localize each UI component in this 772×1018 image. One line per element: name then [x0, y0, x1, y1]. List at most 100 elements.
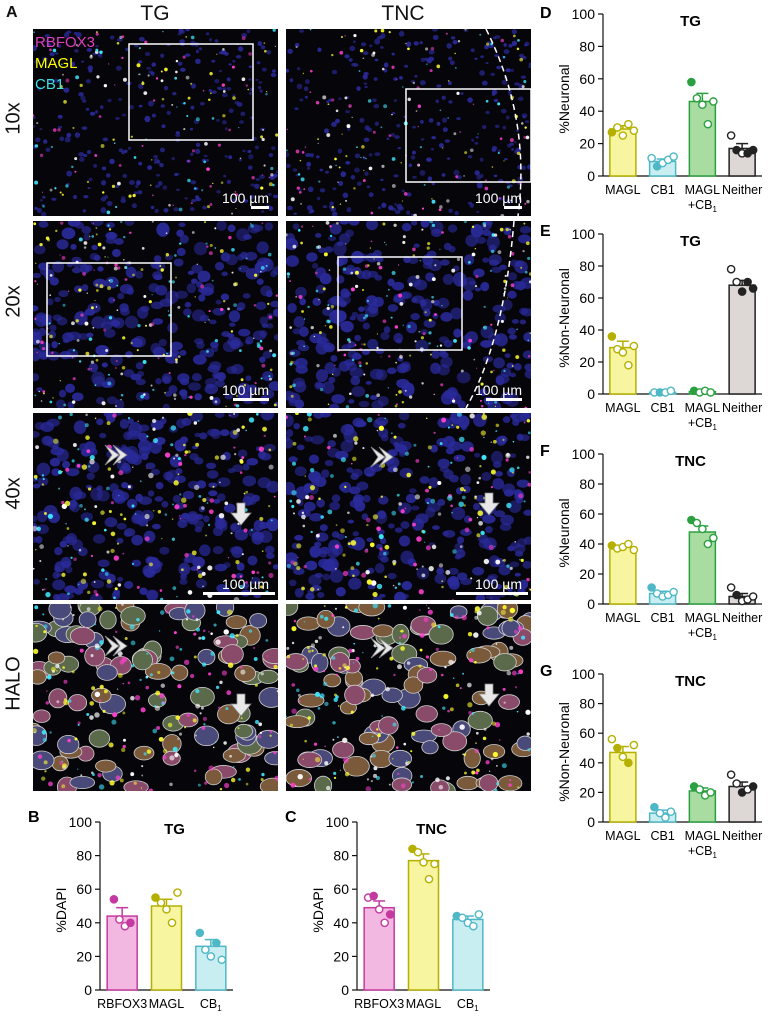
x-tick-label: MAGL [406, 997, 441, 1011]
data-point [629, 126, 639, 135]
scale-bar-line [233, 398, 269, 401]
data-point [743, 277, 752, 287]
row-label-40x: 40x [2, 477, 25, 510]
data-point [618, 348, 628, 357]
scale-bar-line [456, 592, 528, 595]
scale-bar-label: 100 µm [475, 576, 522, 592]
bar [363, 906, 395, 991]
y-tick-label: 100 [572, 6, 596, 22]
data-point [474, 910, 484, 919]
x-tick-label-line2: +CB1 [688, 416, 718, 432]
y-tick-label: 0 [587, 168, 595, 184]
data-point [109, 894, 119, 904]
y-tick-label: 0 [587, 386, 595, 402]
bar-chart-c: C TNC 0 20 40 60 80 100 %DAPI RBFOX3 MAGL CB1 [285, 809, 490, 1013]
panel-letter: D [540, 5, 552, 22]
x-tick-label-line2: +CB1 [688, 198, 718, 212]
data-point [669, 587, 678, 597]
x-tick-subscript: 1 [712, 633, 717, 642]
data-point [618, 752, 628, 762]
legend-cb1: CB1 [35, 76, 65, 93]
column-title-tnc: TNC [381, 2, 425, 25]
data-point [458, 913, 467, 923]
data-point [206, 952, 216, 961]
panel-g: G TNC 0 20 40 60 80 100 %Non-Neuronal MAGL CB1 MAGL… [538, 662, 772, 877]
micrograph-tg-10x [33, 29, 278, 216]
data-point [624, 539, 633, 549]
x-tick-label: MAGL [685, 401, 720, 415]
data-point [419, 858, 428, 867]
data-point [167, 918, 177, 928]
data-point [115, 915, 124, 924]
y-tick-label: 40 [579, 322, 595, 338]
data-point [607, 734, 617, 744]
y-axis-label: %Non-Neuronal [556, 702, 572, 802]
data-point [624, 360, 633, 370]
y-tick-label: 60 [579, 725, 595, 741]
x-tick-label-line2: +CB1 [688, 844, 718, 860]
panel-letter-a: A [6, 4, 18, 21]
x-tick-label: MAGL [605, 183, 640, 197]
data-point [624, 119, 633, 129]
bar [407, 859, 440, 991]
scale-bar-label: 100 µm [222, 190, 269, 206]
data-point [126, 918, 135, 928]
data-point [748, 284, 758, 293]
y-tick-label: 40 [579, 755, 595, 771]
y-tick-label: 40 [579, 103, 595, 119]
data-point [618, 131, 628, 140]
scale-bar: 100 µm [456, 576, 528, 595]
y-tick-label: 100 [572, 226, 596, 242]
y-tick-label: 20 [579, 354, 595, 370]
scale-bar-line [486, 398, 522, 401]
data-point [629, 740, 639, 750]
x-tick-label: RBFOX3 [97, 997, 147, 1011]
data-point [726, 770, 736, 779]
y-tick-label: 40 [333, 915, 349, 931]
bar-chart-b: B TG 0 20 40 60 80 100 %DAPI RBFOX3 MAGL CB1 [28, 809, 233, 1013]
data-point [709, 533, 718, 543]
data-point [692, 518, 702, 528]
data-point [613, 743, 622, 753]
data-point [748, 592, 758, 601]
data-point [726, 583, 736, 592]
data-point [748, 145, 758, 155]
row-label-20x: 20x [2, 285, 25, 318]
data-point [666, 386, 676, 396]
data-point [151, 893, 160, 902]
y-tick-label: 0 [587, 814, 595, 830]
micrograph-tnc-20x [286, 221, 531, 408]
chart-title: TNC [675, 453, 706, 470]
chart-title: TNC [416, 821, 447, 838]
data-point [212, 938, 221, 948]
y-axis-label: %DAPI [53, 887, 69, 932]
y-tick-label: 60 [579, 506, 595, 522]
y-tick-label: 20 [333, 948, 349, 964]
x-tick-label: CB1 [200, 997, 222, 1013]
y-tick-label: 80 [76, 848, 92, 864]
y-tick-label: 40 [76, 915, 92, 931]
bar [452, 918, 484, 991]
x-tick-label: Neither [722, 829, 762, 843]
data-point [661, 813, 670, 822]
scale-bar-label: 100 µm [222, 576, 269, 592]
x-tick-label: RBFOX3 [354, 997, 404, 1011]
data-point [726, 131, 736, 140]
data-point [385, 910, 395, 919]
y-tick-label: 100 [326, 814, 350, 830]
y-tick-label: 20 [579, 136, 595, 152]
panel-f: F TNC 0 20 40 60 80 100 %Neuronal MAGL CB1 MAGL +CB1… [538, 442, 772, 657]
data-point [629, 545, 639, 555]
data-point [195, 928, 205, 938]
scale-bar-label: 100 µm [475, 190, 522, 206]
data-point [607, 127, 617, 137]
data-point [629, 341, 639, 351]
y-tick-label: 20 [76, 948, 92, 964]
data-point [469, 921, 478, 931]
panel-letter: G [540, 663, 552, 680]
data-point [607, 332, 617, 341]
data-point [647, 583, 656, 592]
scale-bar: 100 µm [456, 382, 522, 401]
data-point [726, 264, 736, 274]
